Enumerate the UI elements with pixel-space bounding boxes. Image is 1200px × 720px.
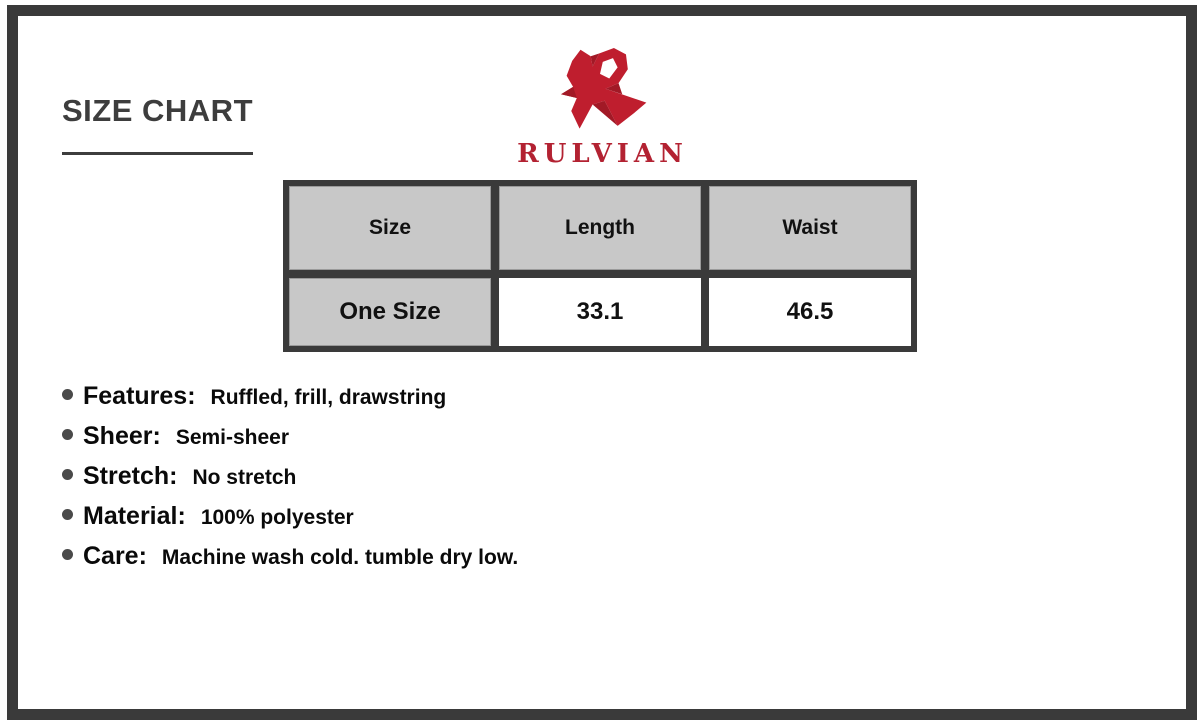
product-spec-list: Features: Ruffled, frill, drawstring Shee… bbox=[62, 382, 518, 582]
spec-value: Machine wash cold. tumble dry low. bbox=[161, 546, 519, 569]
table-cell-waist: 46.5 bbox=[709, 278, 911, 346]
bullet-dot-icon bbox=[62, 549, 73, 560]
column-header-length: Length bbox=[499, 186, 701, 270]
size-table: Size Length Waist One Size 33.1 46.5 bbox=[283, 180, 917, 352]
bullet-dot-icon bbox=[62, 429, 73, 440]
page-title: SIZE CHART bbox=[62, 93, 253, 128]
title-underline bbox=[62, 152, 253, 155]
spec-value: Ruffled, frill, drawstring bbox=[210, 386, 447, 409]
spec-label: Care: bbox=[83, 542, 147, 570]
spec-item-material: Material: 100% polyester bbox=[62, 502, 518, 542]
brand-wordmark: RULVIAN bbox=[517, 139, 688, 169]
spec-item-care: Care: Machine wash cold. tumble dry low. bbox=[62, 542, 518, 582]
column-header-size: Size bbox=[289, 186, 491, 270]
spec-value: Semi-sheer bbox=[175, 426, 290, 449]
column-header-waist: Waist bbox=[709, 186, 911, 270]
table-cell-size: One Size bbox=[289, 278, 491, 346]
spec-value: 100% polyester bbox=[200, 506, 354, 529]
table-cell-length: 33.1 bbox=[499, 278, 701, 346]
spec-label: Stretch: bbox=[83, 462, 178, 490]
spec-label: Features: bbox=[83, 382, 196, 410]
spec-item-features: Features: Ruffled, frill, drawstring bbox=[62, 382, 518, 422]
spec-item-stretch: Stretch: No stretch bbox=[62, 462, 518, 502]
spec-label: Material: bbox=[83, 502, 186, 530]
bullet-dot-icon bbox=[62, 389, 73, 400]
rulvian-r-monogram-icon bbox=[561, 47, 647, 129]
bullet-dot-icon bbox=[62, 509, 73, 520]
spec-item-sheer: Sheer: Semi-sheer bbox=[62, 422, 518, 462]
spec-value: No stretch bbox=[192, 466, 297, 489]
spec-label: Sheer: bbox=[83, 422, 161, 450]
bullet-dot-icon bbox=[62, 469, 73, 480]
brand-logo: RULVIAN bbox=[0, 38, 1200, 169]
